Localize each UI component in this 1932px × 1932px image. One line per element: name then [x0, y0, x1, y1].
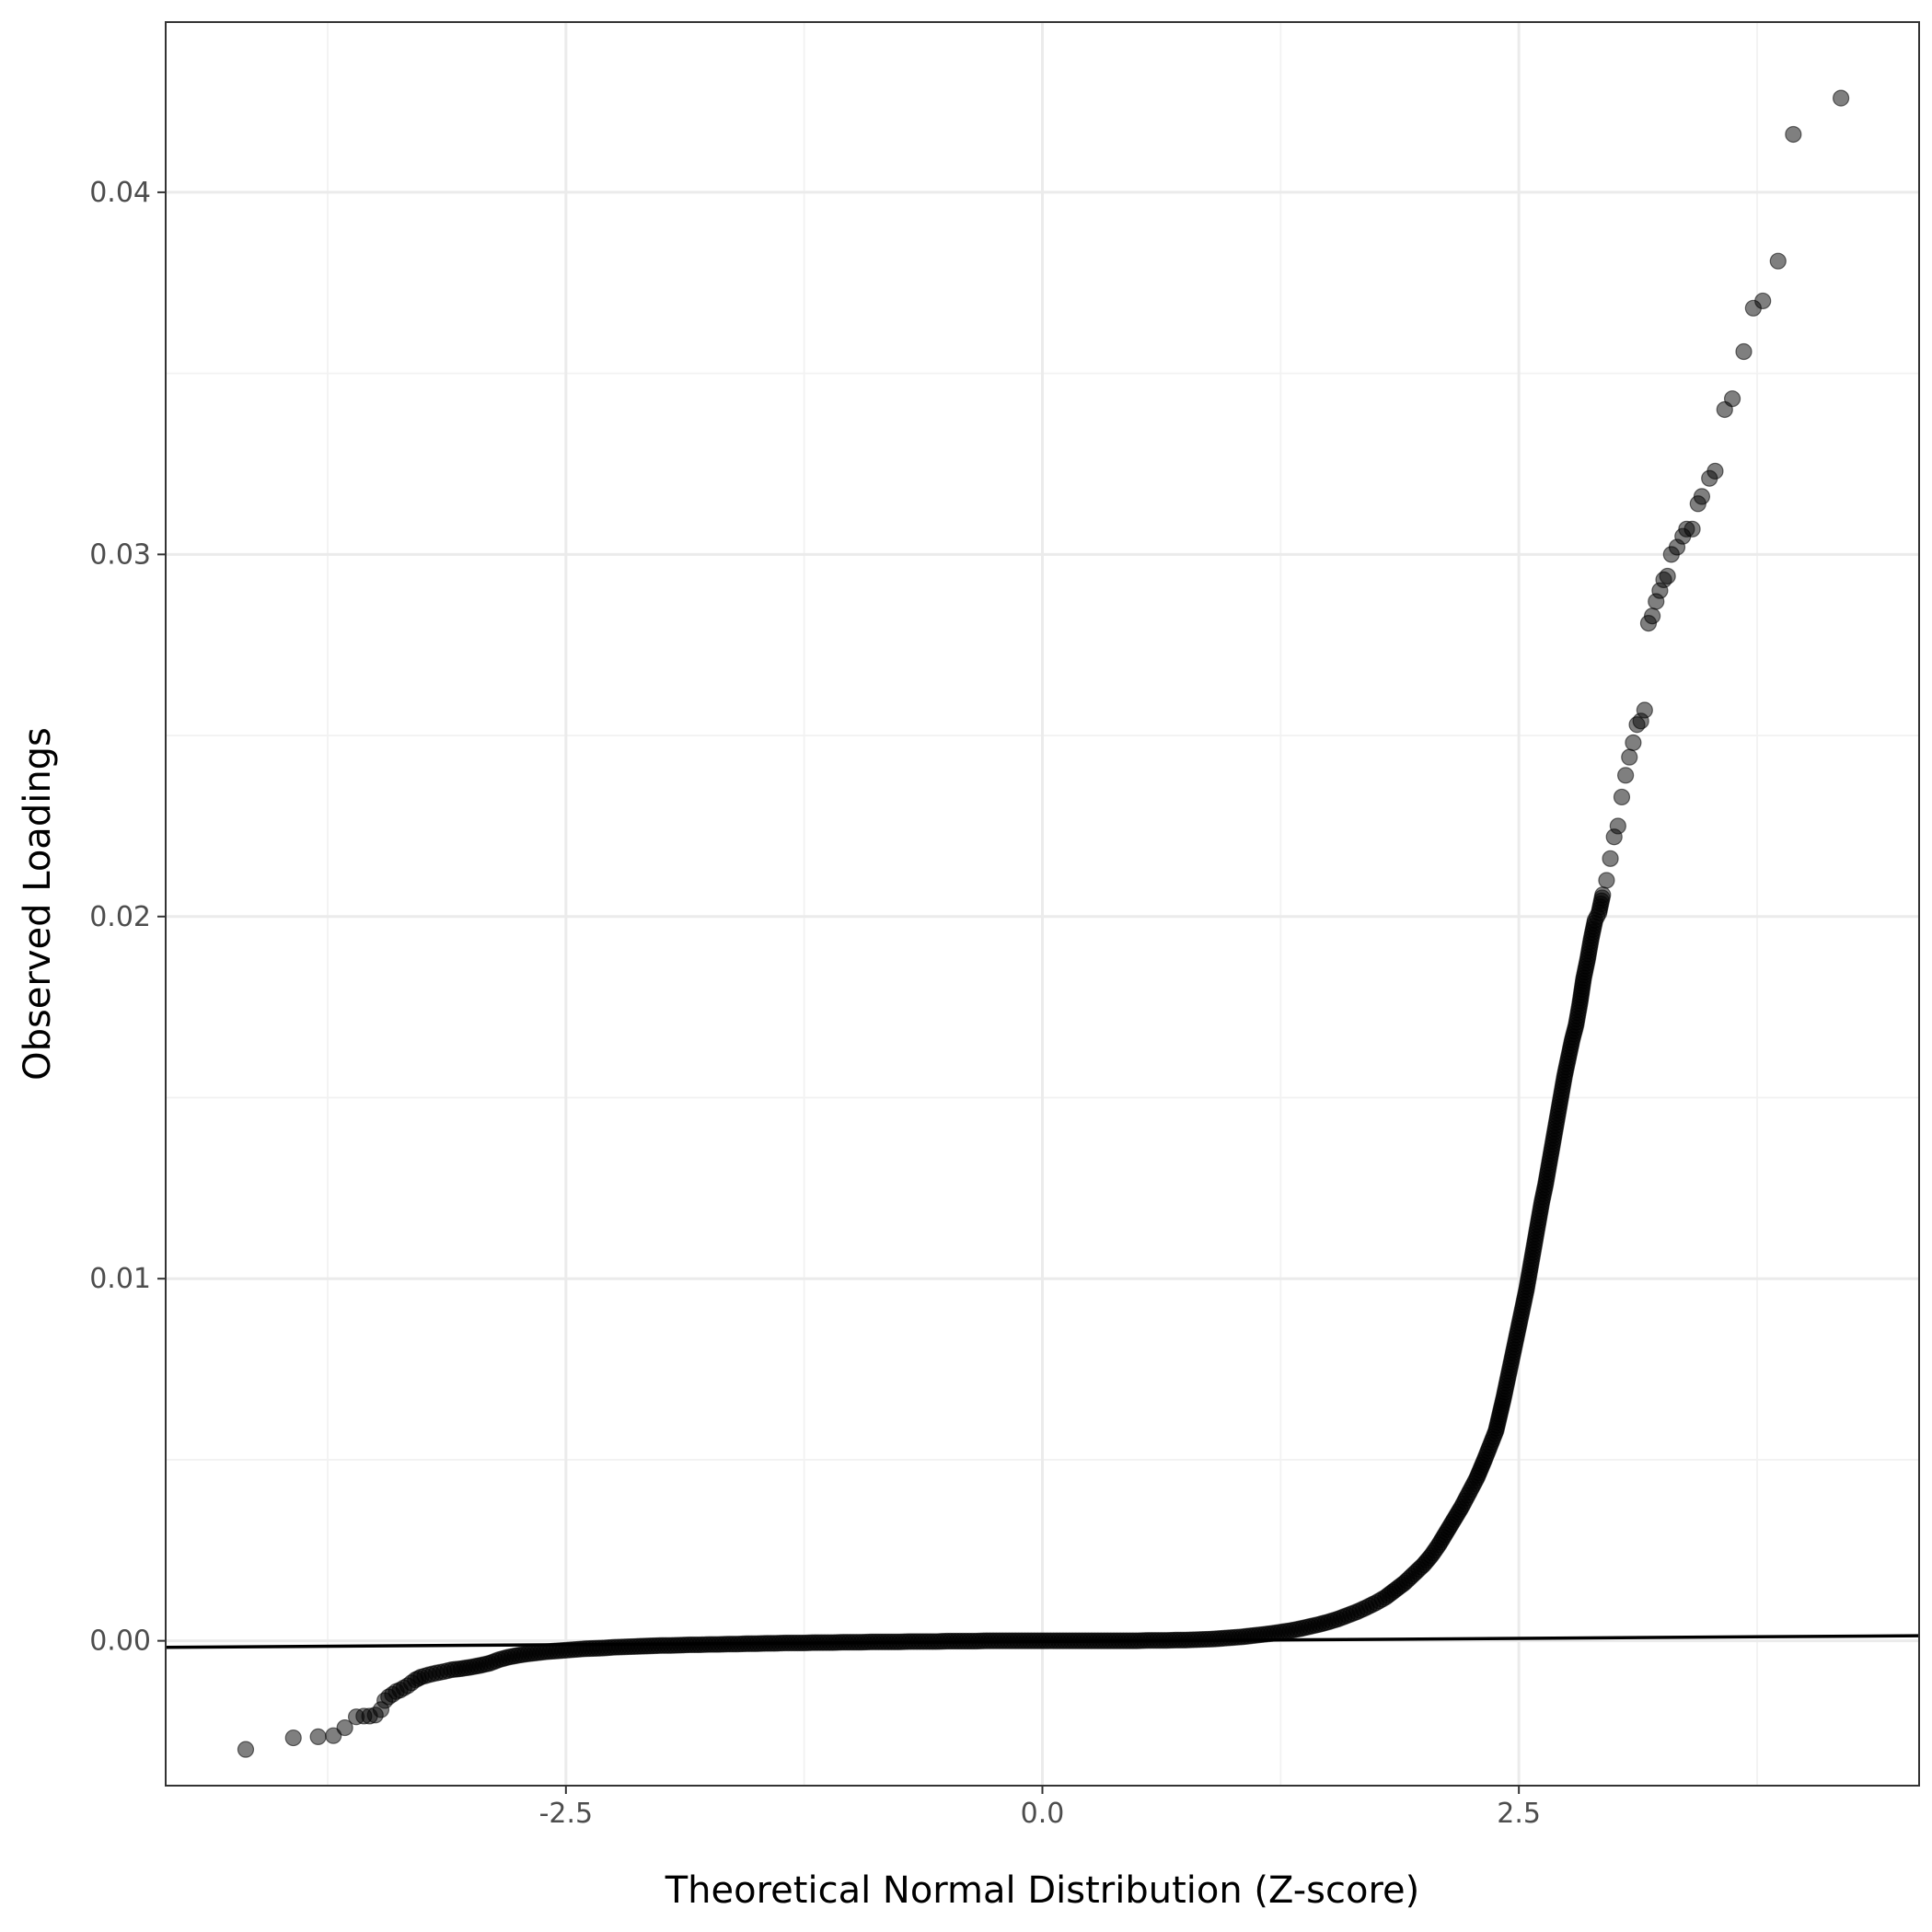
data-point: [1598, 872, 1615, 889]
data-point: [1706, 462, 1724, 480]
data-point: [1594, 886, 1612, 904]
y-axis: 0.00 0.01 0.02 0.03 0.04: [89, 177, 166, 1658]
data-points: [237, 89, 1850, 1758]
data-point: [1769, 252, 1787, 270]
data-point: [1754, 292, 1772, 310]
y-tick-label: 0.03: [89, 538, 151, 571]
data-point: [1636, 701, 1653, 719]
data-point: [1602, 850, 1619, 867]
data-point: [1644, 607, 1661, 625]
y-tick-label: 0.04: [89, 177, 151, 209]
y-tick-label: 0.01: [89, 1263, 151, 1295]
data-point: [336, 1718, 353, 1737]
data-point: [1735, 342, 1753, 361]
data-point: [1609, 817, 1626, 835]
x-tick-label: -2.5: [539, 1798, 594, 1830]
data-point: [1659, 567, 1676, 585]
x-axis: -2.5 0.0 2.5: [539, 1786, 1541, 1830]
data-point: [1625, 734, 1642, 752]
y-tick-label: 0.02: [89, 901, 151, 933]
data-point: [284, 1729, 302, 1747]
data-point: [1621, 748, 1638, 766]
data-point: [1833, 89, 1850, 107]
x-tick-label: 2.5: [1497, 1798, 1541, 1830]
data-point: [309, 1728, 327, 1745]
data-point: [237, 1741, 255, 1758]
y-tick-label: 0.00: [89, 1625, 151, 1658]
y-axis-title: Observed Loadings: [17, 727, 59, 1081]
data-point: [1617, 767, 1635, 784]
x-axis-title: Theoretical Normal Distribution (Z-score…: [665, 1869, 1420, 1912]
data-point: [325, 1727, 342, 1744]
data-point: [1683, 520, 1701, 538]
x-tick-label: 0.0: [1021, 1798, 1065, 1830]
data-point: [1693, 488, 1711, 505]
data-point: [1613, 788, 1631, 806]
data-point: [1723, 390, 1741, 408]
major-gridlines: [166, 22, 1919, 1786]
data-point: [1785, 125, 1802, 144]
